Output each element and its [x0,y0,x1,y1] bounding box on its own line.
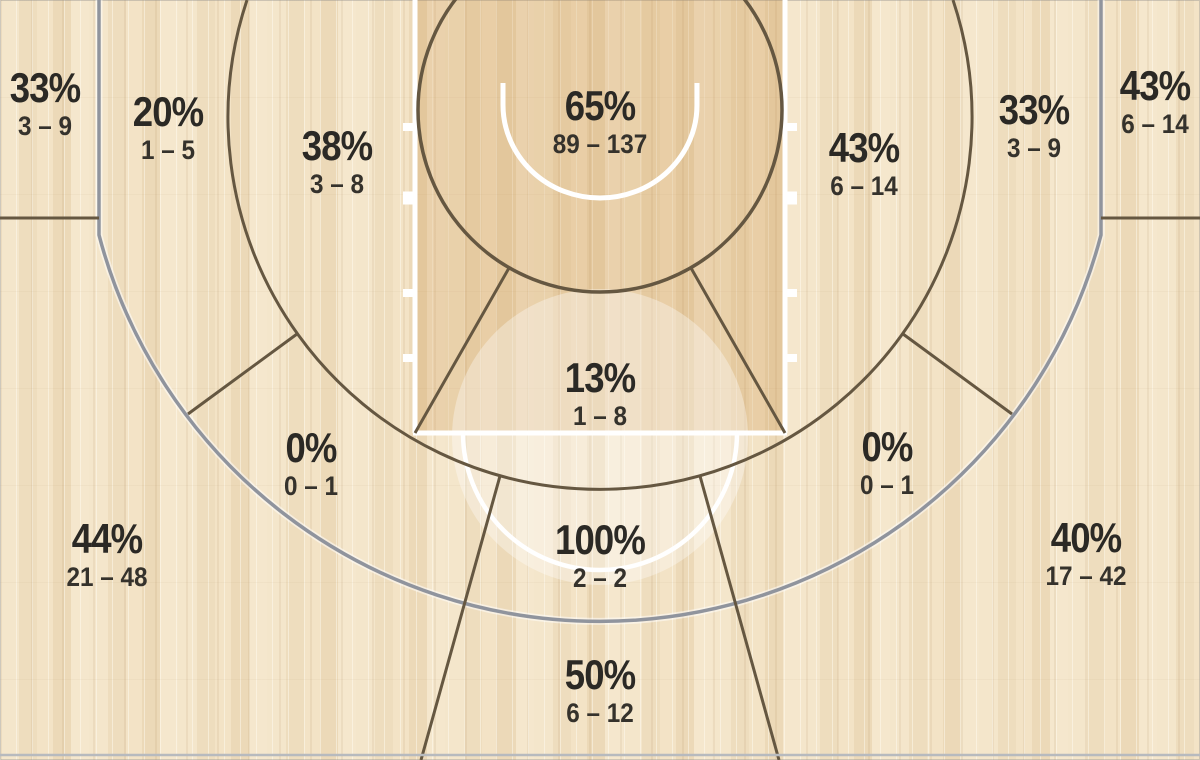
wing-zone-dividers [187,332,1013,416]
svg-text:65%: 65% [565,83,636,130]
svg-text:17 – 42: 17 – 42 [1045,562,1126,591]
svg-text:3 – 9: 3 – 9 [18,112,72,141]
mid-range-arc [226,0,974,491]
svg-text:3 – 9: 3 – 9 [1007,134,1061,163]
zone-label-restricted-area: 65% 89 – 137 [553,83,648,160]
zone-label-right-wing-midrange: 0% 0 – 1 [860,424,914,501]
svg-text:21 – 48: 21 – 48 [66,563,147,592]
three-point-line-group [95,0,1105,625]
svg-text:38%: 38% [302,123,373,170]
three-point-line [97,0,1103,624]
svg-text:100%: 100% [555,517,645,564]
svg-text:0%: 0% [285,425,336,472]
zone-label-left-baseline-midrange: 20% 1 – 5 [133,89,204,166]
zone-labels: 33% 3 – 9 20% 1 – 5 38% 3 – 8 65% 89 – 1… [10,63,1191,729]
zone-label-left-elbow-midrange: 38% 3 – 8 [302,123,373,200]
zone-label-left-wing-three: 44% 21 – 48 [66,516,147,593]
zone-label-left-corner-three: 33% 3 – 9 [10,65,81,142]
court-shading [415,0,785,585]
rim-zone-circle [416,0,784,294]
court-markings-white [403,0,797,573]
zone-label-top-of-key: 100% 2 – 2 [555,517,646,594]
svg-text:6 – 14: 6 – 14 [1121,110,1189,139]
svg-text:43%: 43% [829,125,900,172]
top-key-zone-dividers [419,475,781,760]
paint-and-rim-zone-fill [415,0,785,433]
svg-text:0 – 1: 0 – 1 [860,471,914,500]
zone-label-right-baseline-midrange: 33% 3 – 9 [999,87,1070,164]
paint-zone-dividers [413,267,787,434]
svg-text:40%: 40% [1051,515,1122,562]
svg-text:0 – 1: 0 – 1 [284,472,338,501]
svg-text:3 – 8: 3 – 8 [310,170,364,199]
svg-text:1 – 8: 1 – 8 [573,402,627,431]
svg-text:2 – 2: 2 – 2 [573,564,627,593]
zone-label-left-wing-midrange: 0% 0 – 1 [284,425,338,502]
restricted-area-arc [500,83,700,201]
svg-text:6 – 12: 6 – 12 [566,699,634,728]
svg-text:6 – 14: 6 – 14 [830,172,898,201]
zone-label-paint: 13% 1 – 8 [565,355,636,432]
free-throw-circle-highlight [452,289,748,585]
zone-label-right-corner-three: 43% 6 – 14 [1120,63,1191,140]
svg-text:33%: 33% [10,65,81,112]
svg-text:33%: 33% [999,87,1070,134]
svg-text:0%: 0% [861,424,912,471]
zone-label-right-elbow-midrange: 43% 6 – 14 [829,125,900,202]
svg-text:44%: 44% [72,516,143,563]
zone-label-right-wing-three: 40% 17 – 42 [1045,515,1126,592]
svg-text:43%: 43% [1120,63,1191,110]
svg-text:89 – 137: 89 – 137 [553,130,648,159]
zone-label-top-arc-three: 50% 6 – 12 [565,652,636,729]
svg-text:50%: 50% [565,652,636,699]
svg-text:20%: 20% [133,89,204,136]
lane-hash-marks [403,123,797,362]
svg-text:1 – 5: 1 – 5 [141,136,195,165]
svg-text:13%: 13% [565,355,636,402]
free-throw-arc [460,432,740,573]
